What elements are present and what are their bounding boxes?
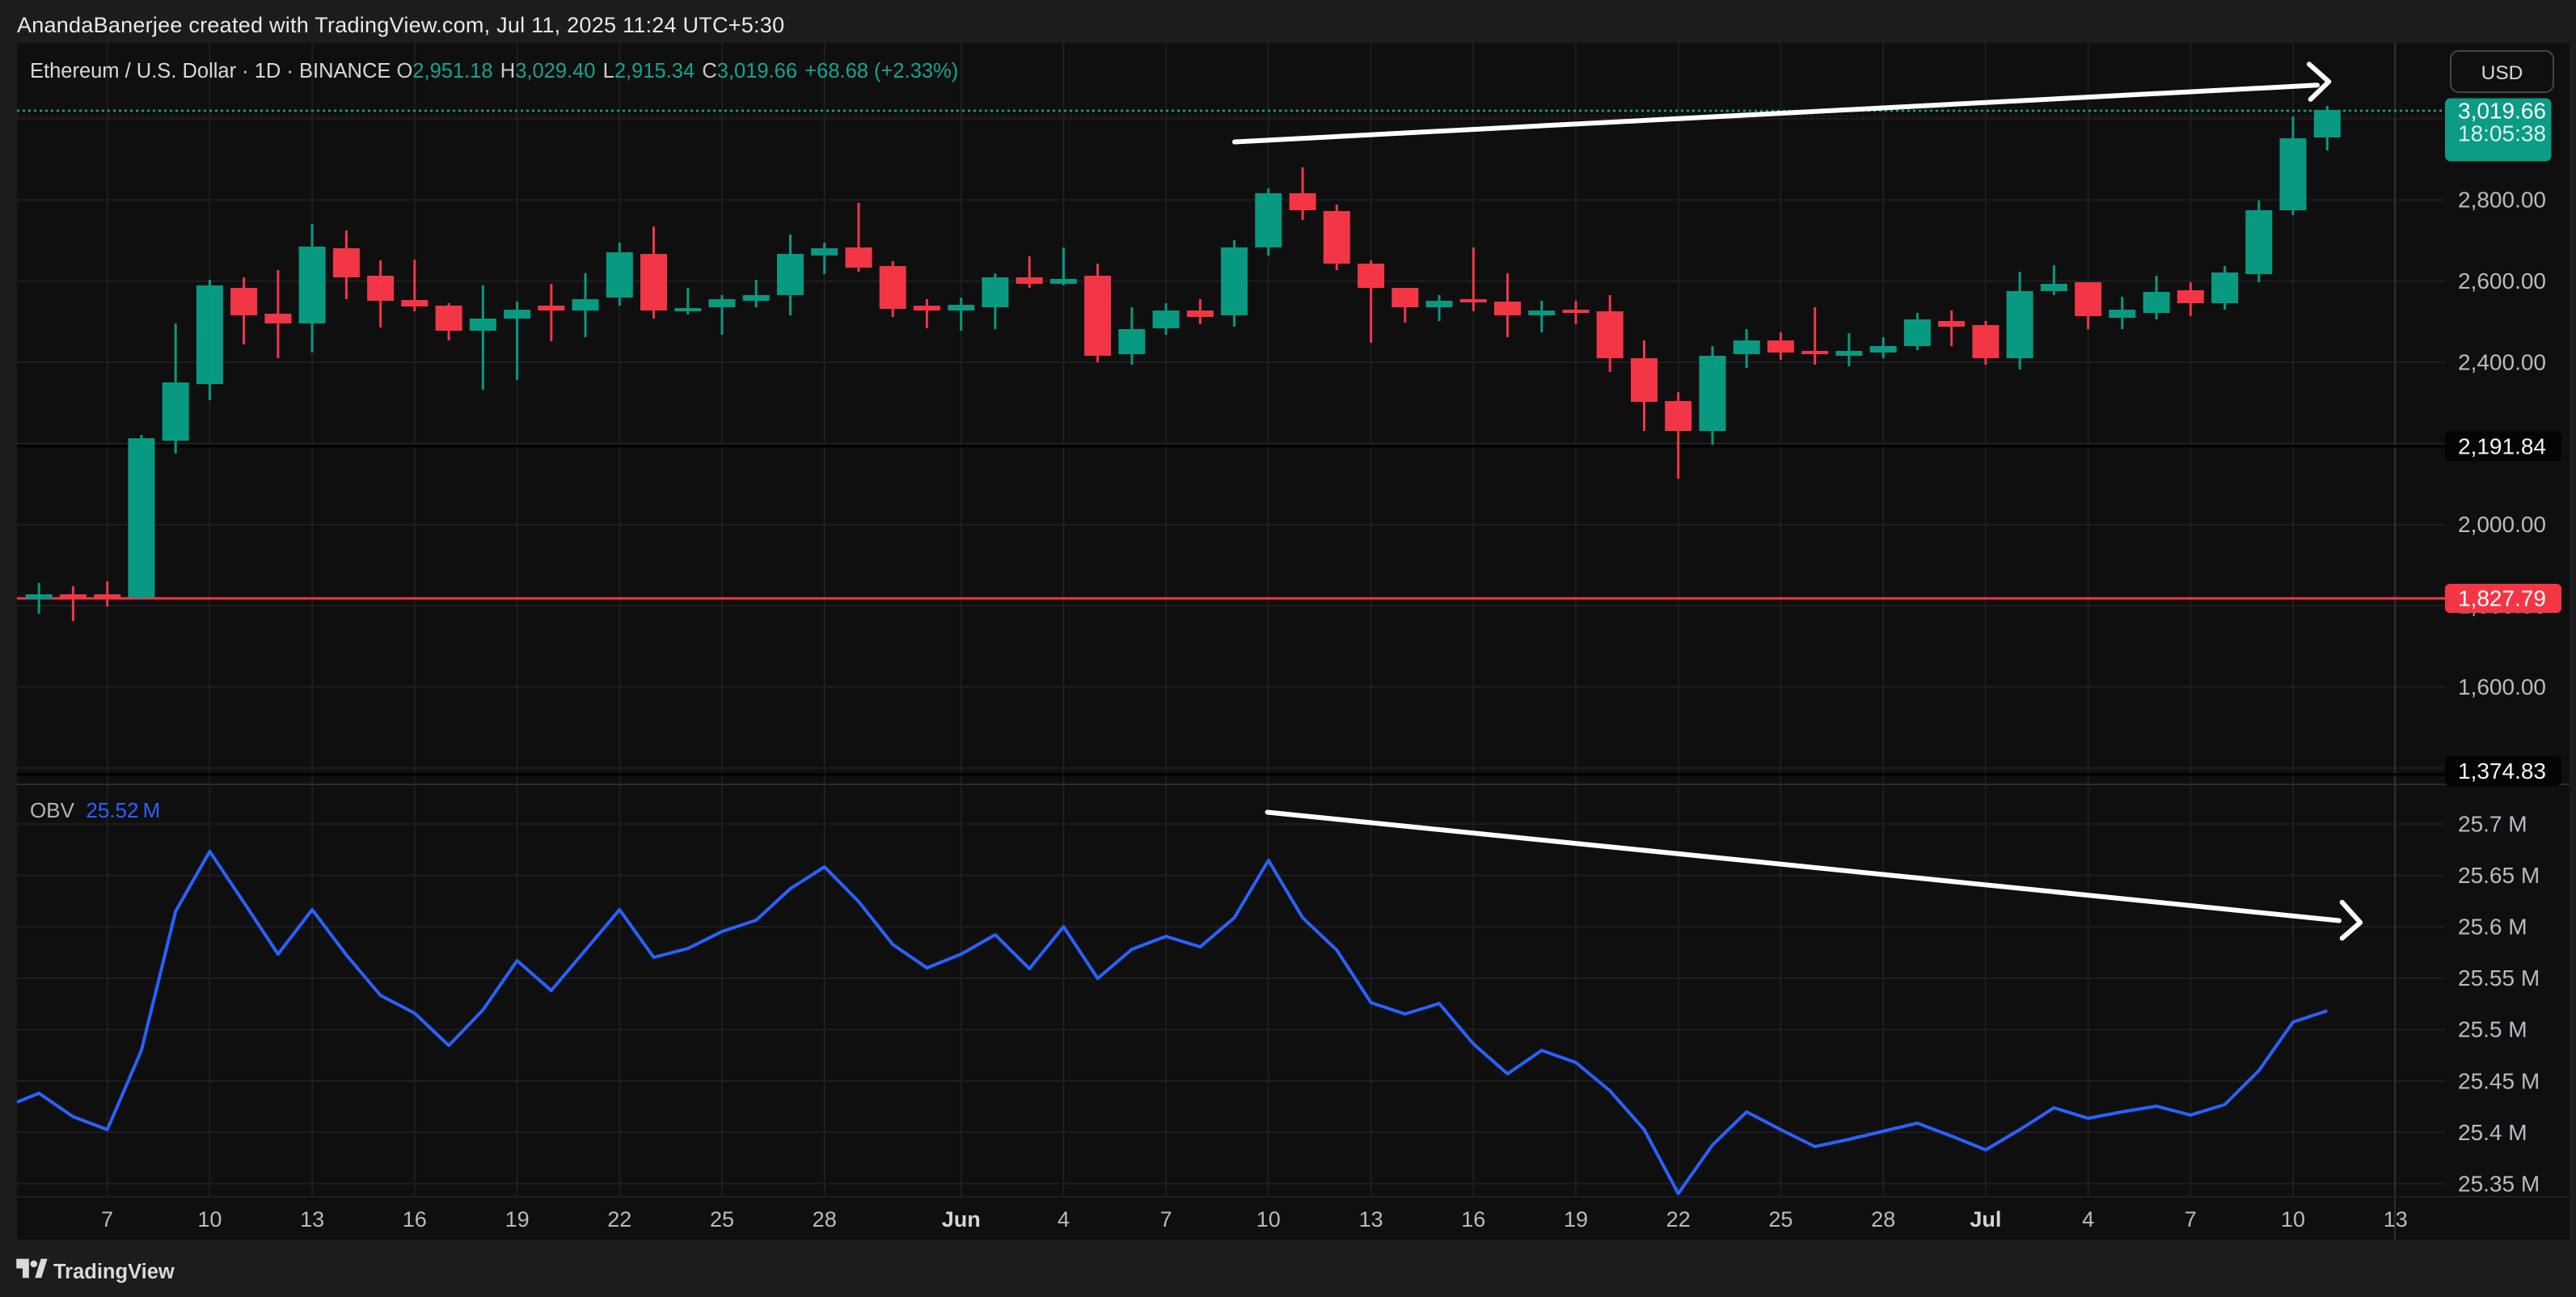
svg-text:Jul: Jul xyxy=(1970,1207,2001,1232)
svg-text:25.5 M: 25.5 M xyxy=(2458,1017,2527,1042)
svg-text:25.35 M: 25.35 M xyxy=(2458,1171,2540,1196)
svg-text:10: 10 xyxy=(2281,1207,2305,1232)
svg-text:2,000.00: 2,000.00 xyxy=(2458,512,2546,537)
svg-text:2,191.84: 2,191.84 xyxy=(2458,434,2546,459)
svg-text:Ethereum / U.S. Dollar · 1D ·: Ethereum / U.S. Dollar · 1D · BINANCE O2… xyxy=(30,60,958,82)
svg-text:7: 7 xyxy=(2185,1207,2197,1232)
svg-text:2,600.00: 2,600.00 xyxy=(2458,268,2546,294)
svg-text:TradingView: TradingView xyxy=(53,1261,175,1283)
svg-text:25: 25 xyxy=(1768,1207,1793,1232)
svg-text:25.65 M: 25.65 M xyxy=(2458,863,2540,888)
svg-text:10: 10 xyxy=(197,1207,222,1232)
svg-text:25.7 M: 25.7 M xyxy=(2458,812,2527,837)
svg-text:OBV 25.52 M: OBV 25.52 M xyxy=(30,798,160,822)
svg-text:USD: USD xyxy=(2481,62,2523,84)
svg-text:19: 19 xyxy=(505,1207,530,1232)
svg-text:25.6 M: 25.6 M xyxy=(2458,915,2527,940)
svg-text:28: 28 xyxy=(1871,1207,1895,1232)
svg-text:25.55 M: 25.55 M xyxy=(2458,965,2540,991)
svg-text:19: 19 xyxy=(1564,1207,1588,1232)
svg-text:22: 22 xyxy=(607,1207,631,1232)
svg-text:1,374.83: 1,374.83 xyxy=(2458,758,2546,784)
svg-text:25.45 M: 25.45 M xyxy=(2458,1068,2540,1093)
svg-text:13: 13 xyxy=(300,1207,324,1232)
svg-text:13: 13 xyxy=(2384,1207,2408,1232)
svg-text:7: 7 xyxy=(1160,1207,1172,1232)
svg-text:Jun: Jun xyxy=(942,1207,981,1232)
svg-text:28: 28 xyxy=(813,1207,837,1232)
svg-text:1,600.00: 1,600.00 xyxy=(2458,674,2546,699)
svg-text:AnandaBanerjee created with Tr: AnandaBanerjee created with TradingView.… xyxy=(17,13,784,37)
svg-text:2,800.00: 2,800.00 xyxy=(2458,188,2546,213)
svg-text:4: 4 xyxy=(2082,1207,2094,1232)
svg-text:10: 10 xyxy=(1256,1207,1281,1232)
svg-text:2,400.00: 2,400.00 xyxy=(2458,350,2546,375)
svg-text:3,019.66: 3,019.66 xyxy=(2458,99,2546,124)
svg-text:7: 7 xyxy=(101,1207,113,1232)
svg-text:25.4 M: 25.4 M xyxy=(2458,1120,2527,1145)
svg-text:16: 16 xyxy=(1461,1207,1485,1232)
svg-text:22: 22 xyxy=(1666,1207,1691,1232)
svg-text:18:05:38: 18:05:38 xyxy=(2458,121,2546,146)
svg-text:4: 4 xyxy=(1058,1207,1070,1232)
svg-text:16: 16 xyxy=(403,1207,427,1232)
svg-text:1,827.79: 1,827.79 xyxy=(2458,586,2546,611)
svg-text:13: 13 xyxy=(1359,1207,1383,1232)
svg-text:25: 25 xyxy=(710,1207,734,1232)
